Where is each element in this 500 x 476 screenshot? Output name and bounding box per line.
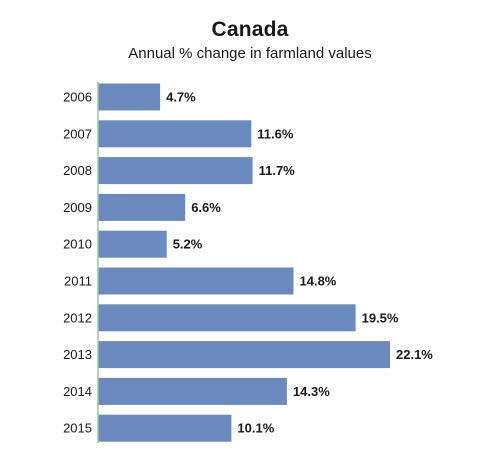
y-tick-label: 2011 bbox=[64, 274, 92, 289]
y-tick-label: 2014 bbox=[63, 384, 92, 399]
bar-2007 bbox=[98, 120, 252, 148]
y-tick-label: 2008 bbox=[63, 163, 92, 178]
chart-title: Canada bbox=[211, 18, 289, 41]
bar-2006 bbox=[98, 83, 161, 111]
bar-2008 bbox=[98, 157, 253, 185]
data-label: 10.1% bbox=[237, 421, 274, 436]
bar-2010 bbox=[98, 230, 167, 258]
bar-2009 bbox=[98, 193, 186, 221]
y-tick-label: 2006 bbox=[63, 90, 92, 105]
bar-2014 bbox=[98, 377, 287, 405]
data-label: 11.6% bbox=[257, 126, 294, 141]
y-tick-label: 2010 bbox=[63, 237, 92, 252]
bar-2011 bbox=[98, 267, 294, 295]
y-tick-label: 2013 bbox=[63, 347, 92, 362]
data-label: 11.7% bbox=[259, 163, 296, 178]
chart-subtitle: Annual % change in farmland values bbox=[128, 45, 372, 62]
bar-2012 bbox=[98, 304, 356, 332]
data-label: 14.8% bbox=[300, 274, 337, 289]
data-label: 22.1% bbox=[396, 347, 433, 362]
bar-2013 bbox=[98, 341, 390, 369]
y-tick-label: 2007 bbox=[63, 126, 92, 141]
data-label: 5.2% bbox=[173, 237, 203, 252]
bar-2015 bbox=[98, 414, 232, 442]
data-label: 4.7% bbox=[166, 90, 196, 105]
y-tick-label: 2012 bbox=[63, 310, 92, 325]
y-tick-label: 2015 bbox=[63, 421, 92, 436]
data-label: 19.5% bbox=[362, 310, 399, 325]
data-label: 14.3% bbox=[293, 384, 330, 399]
y-tick-label: 2009 bbox=[63, 200, 92, 215]
data-label: 6.6% bbox=[191, 200, 221, 215]
